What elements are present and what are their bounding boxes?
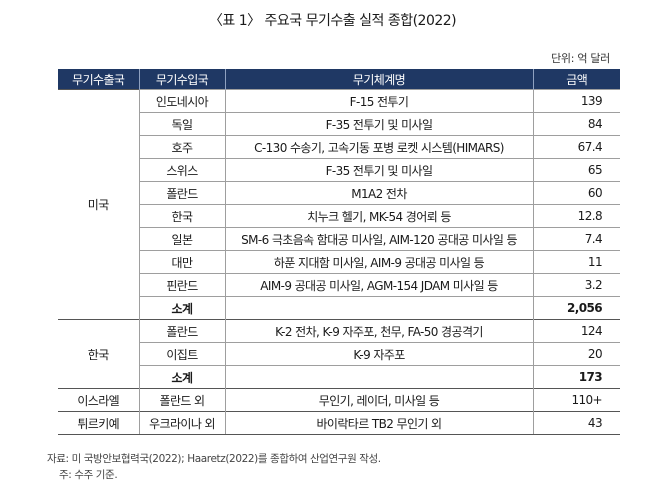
system-cell: SM-6 극초음속 함대공 미사일, AIM-120 공대공 미사일 등 [225,227,534,251]
system-cell: 무인기, 레이더, 미사일 등 [225,388,534,412]
amount-cell: 60 [533,181,620,205]
importer-cell: 한국 [139,204,226,228]
importer-cell: 스위스 [139,158,226,182]
system-cell: K-2 전차, K-9 자주포, 천무, FA-50 경공격기 [225,319,534,343]
importer-cell: 대만 [139,250,226,274]
subtotal-row: 소계 173 [58,365,620,389]
system-cell: M1A2 전차 [225,181,534,205]
importer-cell: 호주 [139,135,226,159]
system-cell: F-15 전투기 [225,89,534,113]
table-row: 핀란드 AIM-9 공대공 미사일, AGM-154 JDAM 미사일 등 3.2 [58,273,620,297]
table-row: 한국 폴란드 K-2 전차, K-9 자주포, 천무, FA-50 경공격기 124 [58,319,620,389]
system-cell: C-130 수송기, 고속기동 포병 로켓 시스템(HIMARS) [225,135,534,159]
header-system: 무기체계명 [225,69,534,90]
amount-cell: 43 [533,411,620,435]
table-row: 일본 SM-6 극초음속 함대공 미사일, AIM-120 공대공 미사일 등 7.… [58,227,620,251]
amount-cell: 11 [533,250,620,274]
importer-cell: 일본 [139,227,226,251]
system-cell: 하푼 지대함 미사일, AIM-9 공대공 미사일 등 [225,250,534,274]
system-cell: F-35 전투기 및 미사일 [225,158,534,182]
importer-cell: 이집트 [139,342,226,366]
header-importer: 무기수입국 [139,69,226,90]
importer-cell: 폴란드 외 [139,388,226,412]
exporter-cell: 미국 [58,89,140,320]
amount-cell: 139 [533,89,620,113]
table-row: 미국 인도네시아 F-15 전투기 139 [58,89,620,320]
table-row: 이스라엘 폴란드 외 무인기, 레이더, 미사일 등 110+ [58,388,620,412]
system-cell: 바이락타르 TB2 무인기 외 [225,411,534,435]
amount-cell: 67.4 [533,135,620,159]
amount-cell: 12.8 [533,204,620,228]
header-row: 무기수출국 무기수입국 무기체계명 금액 [58,69,620,90]
table-row: 한국 치누크 헬기, MK-54 경어뢰 등 12.8 [58,204,620,228]
system-cell: AIM-9 공대공 미사일, AGM-154 JDAM 미사일 등 [225,273,534,297]
table-row: 호주 C-130 수송기, 고속기동 포병 로켓 시스템(HIMARS) 67.4 [58,135,620,159]
amount-cell: 3.2 [533,273,620,297]
importer-cell: 인도네시아 [139,89,226,113]
table-row: 튀르키예 우크라이나 외 바이락타르 TB2 무인기 외 43 [58,411,620,435]
amount-cell: 65 [533,158,620,182]
amount-cell: 20 [533,342,620,366]
header-amount: 금액 [533,69,620,90]
subtotal-empty-cell [225,365,534,389]
arms-export-table: 무기수출국 무기수입국 무기체계명 금액 미국 인도네시아 F-15 전투기 139 독… [58,69,620,435]
table-row: 이집트 K-9 자주포 20 [58,342,620,366]
system-cell: F-35 전투기 및 미사일 [225,112,534,136]
amount-cell: 7.4 [533,227,620,251]
source-note: 자료: 미 국방안보협력국(2022); Haaretz(2022)를 종합하여… [47,453,381,465]
subtotal-label: 소계 [139,365,226,389]
importer-cell: 핀란드 [139,273,226,297]
subtotal-label: 소계 [139,296,226,320]
exporter-cell: 튀르키예 [58,411,140,435]
amount-cell: 84 [533,112,620,136]
exporter-cell: 한국 [58,319,140,389]
subtotal-empty-cell [225,296,534,320]
table-body: 미국 인도네시아 F-15 전투기 139 독일 F-35 전투기 및 미사일 84 호주 C-… [58,89,620,435]
importer-cell: 폴란드 [139,319,226,343]
importer-cell: 우크라이나 외 [139,411,226,435]
table-row: 독일 F-35 전투기 및 미사일 84 [58,112,620,136]
system-cell: 치누크 헬기, MK-54 경어뢰 등 [225,204,534,228]
importer-cell: 폴란드 [139,181,226,205]
exporter-cell: 이스라엘 [58,388,140,412]
footnote: 주: 수주 기준. [59,469,118,481]
amount-cell: 124 [533,319,620,343]
table-row: 스위스 F-35 전투기 및 미사일 65 [58,158,620,182]
header-exporter: 무기수출국 [58,69,140,90]
amount-cell: 110+ [533,388,620,412]
table-title: 〈표 1〉 주요국 무기수출 실적 종합(2022) [208,13,457,29]
system-cell: K-9 자주포 [225,342,534,366]
subtotal-amount: 2,056 [533,296,620,320]
unit-label: 단위: 억 달러 [551,52,610,65]
subtotal-amount: 173 [533,365,620,389]
subtotal-row: 소계 2,056 [58,296,620,320]
importer-cell: 독일 [139,112,226,136]
table-row: 대만 하푼 지대함 미사일, AIM-9 공대공 미사일 등 11 [58,250,620,274]
table-row: 폴란드 M1A2 전차 60 [58,181,620,205]
